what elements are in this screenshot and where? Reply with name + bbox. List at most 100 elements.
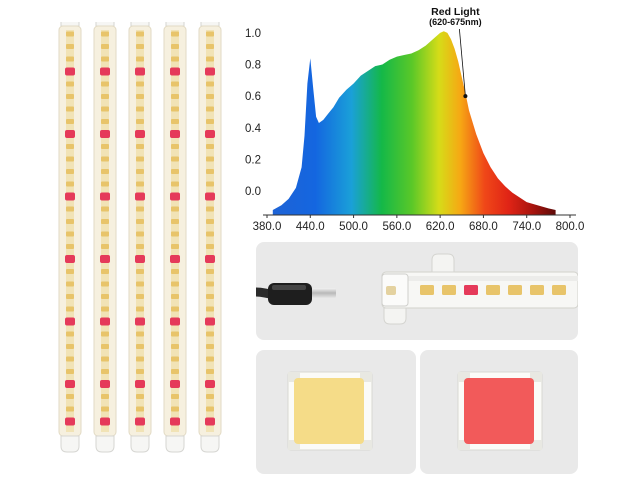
- red-led: [205, 255, 215, 263]
- white-led: [66, 44, 74, 49]
- white-led: [101, 369, 109, 374]
- red-led: [170, 417, 180, 426]
- red-led: [100, 255, 110, 263]
- white-led: [442, 285, 456, 295]
- white-led: [66, 406, 74, 412]
- red-led: [205, 417, 215, 426]
- white-led: [66, 244, 74, 249]
- white-led: [66, 306, 74, 312]
- led-strip: [93, 22, 117, 453]
- red-led: [205, 192, 215, 201]
- white-led: [508, 285, 522, 295]
- y-tick-label: 0.0: [245, 186, 261, 198]
- red-led-panel: [420, 350, 578, 474]
- red-led: [65, 380, 75, 388]
- mounting-clip: [165, 22, 185, 27]
- red-led: [170, 317, 180, 326]
- white-led: [136, 81, 144, 87]
- white-led: [206, 31, 214, 37]
- white-led: [206, 144, 214, 149]
- white-led: [66, 181, 74, 187]
- white-led: [66, 156, 74, 162]
- white-led: [171, 106, 179, 112]
- white-led: [136, 244, 144, 249]
- led-strip: [198, 22, 222, 453]
- white-led: [66, 31, 74, 37]
- red-led: [65, 192, 75, 201]
- white-led: [171, 169, 179, 174]
- x-tick-label: 680.0: [469, 221, 498, 233]
- red-led: [100, 192, 110, 201]
- white-led: [171, 31, 179, 37]
- white-led: [171, 144, 179, 149]
- white-led: [101, 219, 109, 224]
- white-led: [171, 294, 179, 299]
- spectrum-chart: 380.0 440.0 500.0 560.0 620.0 680.0 740.0 800.0…: [245, 6, 584, 233]
- red-led: [65, 417, 75, 426]
- red-led: [135, 192, 145, 201]
- red-led: [205, 130, 215, 138]
- white-led: [66, 81, 74, 87]
- white-led: [136, 94, 144, 99]
- mounting-clip: [130, 22, 150, 27]
- white-led: [136, 169, 144, 174]
- spectrum-area: [272, 31, 556, 215]
- dc-jack: [312, 288, 336, 298]
- white-led: [136, 106, 144, 112]
- white-led: [136, 31, 144, 37]
- red-led: [65, 130, 75, 138]
- white-led: [530, 285, 544, 295]
- mounting-clip: [60, 435, 80, 453]
- white-led: [136, 206, 144, 212]
- red-led: [100, 130, 110, 138]
- red-led: [65, 317, 75, 326]
- white-led: [136, 44, 144, 49]
- white-led: [206, 394, 214, 399]
- red-led: [170, 380, 180, 388]
- white-led: [486, 285, 500, 295]
- red-led: [464, 285, 478, 295]
- white-led: [136, 294, 144, 299]
- white-led: [206, 331, 214, 337]
- white-led: [66, 206, 74, 212]
- white-led: [206, 206, 214, 212]
- white-led: [101, 156, 109, 162]
- white-led: [206, 231, 214, 237]
- white-led: [136, 119, 144, 124]
- red-led-chip: [464, 378, 534, 444]
- red-led: [135, 380, 145, 388]
- white-led: [206, 81, 214, 87]
- white-led: [101, 281, 109, 287]
- white-led: [101, 144, 109, 149]
- white-led: [101, 331, 109, 337]
- x-tick-label: 500.0: [339, 221, 368, 233]
- white-led: [171, 306, 179, 312]
- white-led: [206, 181, 214, 187]
- white-led: [101, 244, 109, 249]
- white-led: [66, 356, 74, 362]
- annotation-pointer: [458, 28, 466, 97]
- mounting-clip: [130, 435, 150, 453]
- white-led: [136, 356, 144, 362]
- white-led: [206, 106, 214, 112]
- white-led: [206, 244, 214, 249]
- white-led: [136, 369, 144, 374]
- white-led: [136, 144, 144, 149]
- white-led: [101, 119, 109, 124]
- white-led: [101, 169, 109, 174]
- white-led: [66, 144, 74, 149]
- red-led: [170, 130, 180, 138]
- white-led: [136, 331, 144, 337]
- white-led: [171, 94, 179, 99]
- mounting-clip: [95, 22, 115, 27]
- led-strip: [128, 22, 152, 453]
- white-led: [171, 281, 179, 287]
- white-led-panel: [256, 350, 416, 474]
- white-led: [101, 356, 109, 362]
- white-led: [136, 306, 144, 312]
- y-tick-label: 0.2: [245, 154, 261, 166]
- y-tick-label: 0.4: [245, 123, 262, 135]
- white-led: [206, 94, 214, 99]
- x-tick-label: 440.0: [296, 221, 325, 233]
- white-led: [206, 294, 214, 299]
